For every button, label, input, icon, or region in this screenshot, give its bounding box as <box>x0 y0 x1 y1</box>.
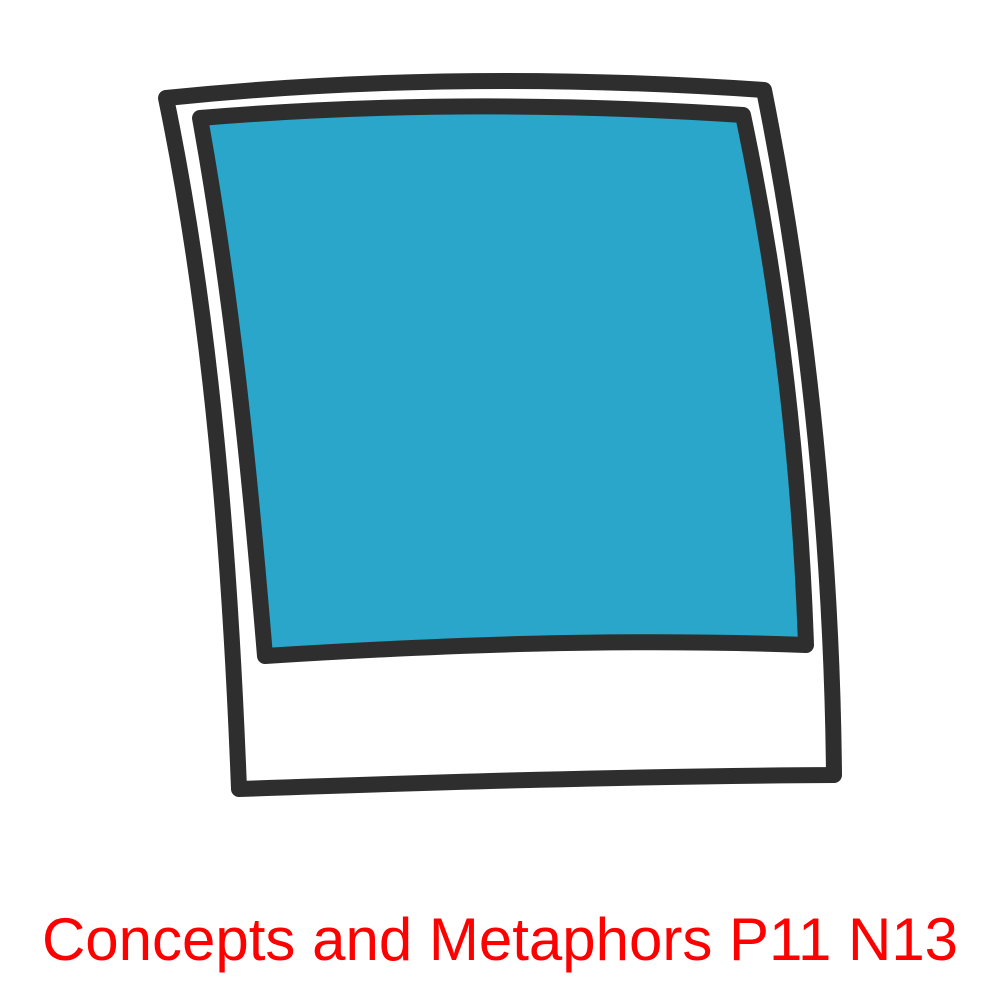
photo-area <box>192 98 814 664</box>
polaroid-photo-icon <box>158 72 842 797</box>
caption-text: Concepts and Metaphors P11 N13 <box>41 906 959 973</box>
